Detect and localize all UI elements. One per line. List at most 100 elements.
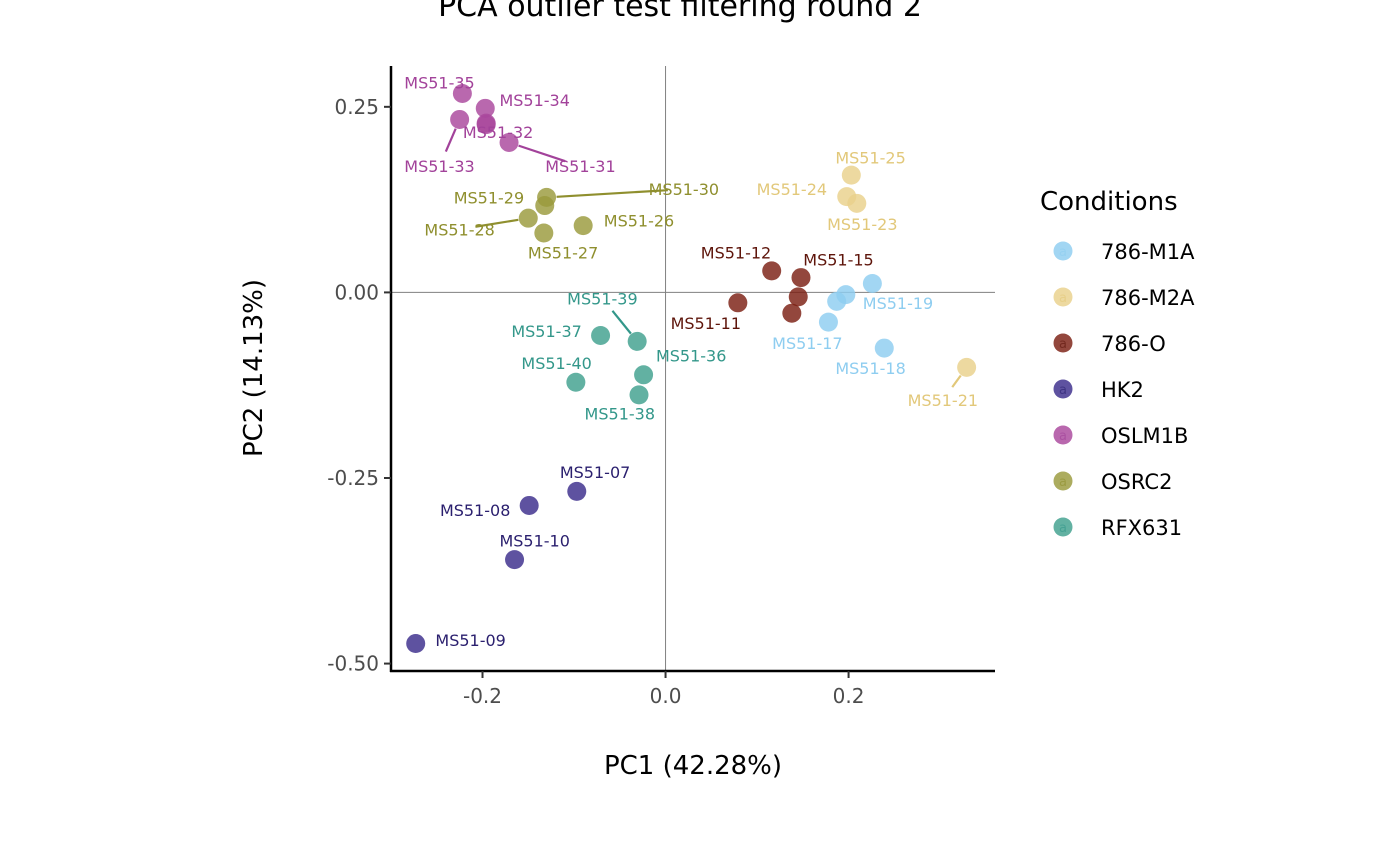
data-point [791,268,811,288]
legend-key-glyph: a [1059,291,1067,306]
legend-item: a 786-O [1053,332,1166,356]
data-point [505,550,525,570]
point-label: MS51-26 [604,211,674,230]
data-point [629,385,649,405]
legend-key-glyph: a [1059,521,1067,536]
point-label: MS51-32 [463,123,533,142]
legend-key [1053,287,1073,307]
label-leader-line [475,218,519,228]
legend-label: RFX631 [1101,516,1182,540]
point-label: MS51-31 [545,157,615,176]
label-leader-line [951,374,962,388]
legend: Conditions a 786-M1A a 786-M2A a 786-O a HK2 a OS… [1040,187,1195,540]
point-label: MS51-24 [757,180,827,199]
data-point [567,481,587,501]
data-point [862,274,882,294]
legend-label: HK2 [1101,378,1144,402]
label-leader-line [518,144,566,163]
point-label: MS51-18 [835,359,905,378]
data-point [406,634,426,654]
y-tick-label: -0.50 [327,652,379,676]
point-label: MS51-23 [827,215,897,234]
point-label: MS51-37 [511,322,581,341]
point-label: MS51-15 [803,251,873,270]
data-point [591,325,611,345]
legend-label: 786-M2A [1101,286,1195,310]
label-leader-lines [444,128,962,388]
point-label: MS51-07 [560,463,630,482]
data-point [874,338,894,358]
point-label: MS51-39 [567,289,637,308]
point-labels: MS51-17MS51-18MS51-19MS51-21MS51-23MS51-… [404,73,978,649]
data-point [475,98,495,118]
x-axis-title: PC1 (42.28%) [604,751,782,781]
legend-key [1053,517,1073,537]
x-tick-label: -0.2 [463,684,502,708]
point-label: MS51-10 [499,531,569,550]
y-axis-title: PC2 (14.13%) [239,279,269,457]
label-leader-line [444,128,457,152]
legend-label: 786-M1A [1101,240,1195,264]
legend-key [1053,425,1073,445]
legend-item: a 786-M1A [1053,240,1195,264]
data-point [818,312,838,332]
legend-label: OSLM1B [1101,424,1188,448]
point-label: MS51-36 [656,347,726,366]
data-point [452,83,472,103]
legend-item: a 786-M2A [1053,286,1195,310]
point-label: MS51-34 [499,91,569,110]
data-point [573,216,593,236]
point-label: MS51-09 [435,631,505,650]
point-label: MS51-25 [835,148,905,167]
legend-key [1053,379,1073,399]
point-label: MS51-33 [404,157,474,176]
axes: -0.2 0.0 0.2 0.25 0.00 -0.25 -0.50 [327,66,995,708]
plot-area: MS51-17MS51-18MS51-19MS51-21MS51-23MS51-… [391,66,995,671]
point-label: MS51-21 [908,391,978,410]
y-tick-label: -0.25 [327,466,379,490]
data-points [406,83,977,654]
data-point [566,372,586,392]
point-label: MS51-40 [521,354,591,373]
point-label: MS51-17 [772,334,842,353]
legend-items: a 786-M1A a 786-M2A a 786-O a HK2 a OSLM1B a OSRC2 a… [1053,240,1195,540]
point-label: MS51-12 [701,243,771,262]
point-label: MS51-38 [585,404,655,423]
x-tick-label: 0.0 [650,684,682,708]
legend-key [1053,241,1073,261]
point-label: MS51-28 [424,220,494,239]
legend-title: Conditions [1040,187,1178,217]
legend-item: a HK2 [1053,378,1144,402]
data-point [837,187,857,207]
point-label: MS51-29 [454,188,524,207]
data-point [762,261,782,281]
data-point [634,365,654,385]
chart-title: PCA outlier test filtering round 2 [438,0,922,24]
data-point [499,132,519,152]
data-point [841,165,861,185]
legend-item: a RFX631 [1053,516,1182,540]
x-tick-label: 0.2 [833,684,865,708]
legend-key-glyph: a [1059,383,1067,398]
legend-label: OSRC2 [1101,470,1172,494]
data-point [836,285,856,305]
legend-label: 786-O [1101,332,1166,356]
point-label: MS51-19 [863,294,933,313]
legend-key-glyph: a [1059,429,1067,444]
data-point [476,115,496,135]
legend-key-glyph: a [1059,475,1067,490]
legend-key-glyph: a [1059,337,1067,352]
y-tick-label: 0.00 [334,280,379,304]
y-ticks: 0.25 0.00 -0.25 -0.50 [327,95,391,676]
point-label: MS51-08 [440,501,510,520]
legend-item: a OSLM1B [1053,424,1188,448]
data-point [534,223,554,243]
y-tick-label: 0.25 [334,95,379,119]
data-point [782,303,802,323]
legend-key [1053,471,1073,491]
legend-key-glyph: a [1059,245,1067,260]
data-point [728,293,748,313]
data-point [788,287,808,307]
label-leader-line [556,189,668,198]
